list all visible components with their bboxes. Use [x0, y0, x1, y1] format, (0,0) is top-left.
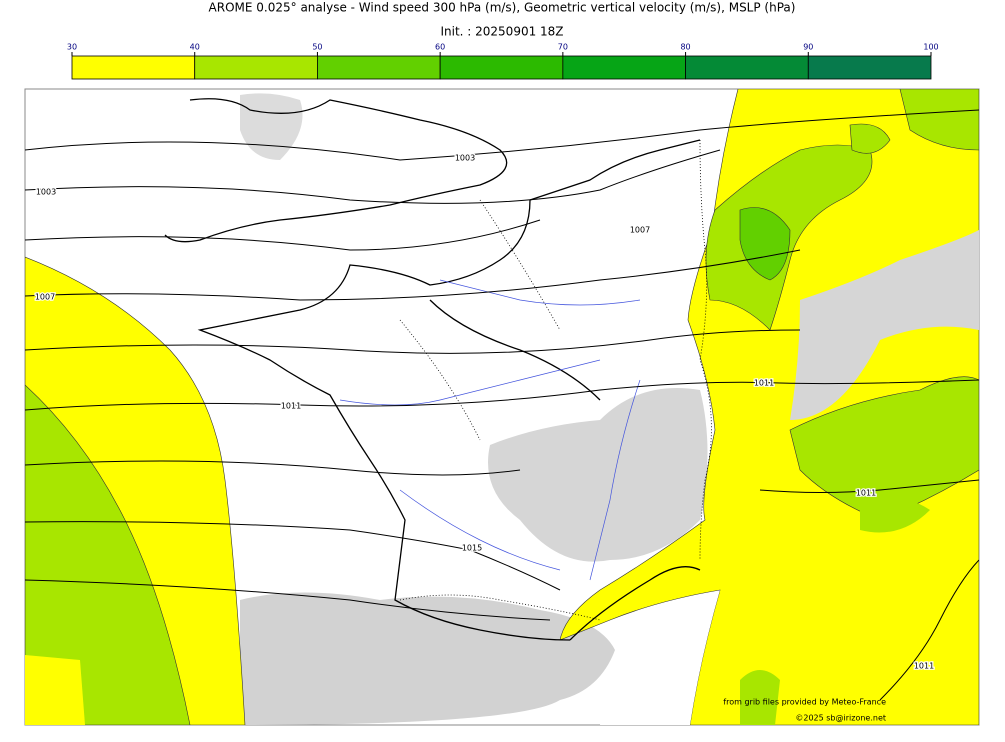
- isobar: [879, 559, 979, 701]
- isobar: [25, 379, 979, 411]
- wind-area: [559, 89, 979, 725]
- colorbar-segment: [71, 55, 196, 80]
- wind-area: [25, 655, 85, 725]
- border: [399, 594, 601, 621]
- colorbar-segment: [439, 55, 564, 80]
- coastline: [529, 139, 701, 201]
- wind-area: [740, 670, 780, 725]
- colorbar-segment: [685, 55, 809, 80]
- subtitle: Init. : 20250901 18Z: [440, 25, 563, 39]
- colorbar-segment: [807, 55, 932, 80]
- colorbar-segment: [317, 55, 441, 80]
- isobar-label: 1011: [754, 379, 774, 388]
- gray-area: [790, 230, 979, 420]
- isobar-label: 1007: [630, 226, 650, 235]
- isobar: [25, 109, 979, 161]
- wind-area: [739, 207, 791, 281]
- isobar: [25, 249, 801, 301]
- river: [339, 359, 601, 406]
- isobar: [25, 329, 801, 354]
- isobar-label: 1015: [462, 544, 482, 553]
- isobar: [25, 219, 541, 251]
- colorbar-tick-label: 90: [803, 43, 813, 52]
- colorbar-tick-label: 60: [435, 43, 445, 52]
- isobar: [759, 479, 979, 493]
- coastline: [569, 566, 701, 641]
- credit-copyright: ©2025 sb@irizone.net: [795, 714, 886, 723]
- isobar: [25, 521, 561, 591]
- coastline: [164, 98, 508, 243]
- gray-area: [240, 592, 615, 725]
- isobar-label: 1007: [35, 293, 55, 302]
- wind-area: [789, 376, 979, 521]
- colorbar-tick-label: 80: [680, 43, 690, 52]
- colorbar-segment: [194, 55, 318, 80]
- isobar: [25, 460, 521, 476]
- credit-source: from grib files provided by Meteo-France: [723, 698, 886, 707]
- river: [589, 379, 641, 581]
- title: AROME 0.025° analyse - Wind speed 300 hP…: [209, 1, 796, 15]
- gray-area: [488, 388, 708, 562]
- isobar-label: 1011: [281, 402, 301, 411]
- isobar-label: 1011: [856, 489, 876, 498]
- colorbar-tick-label: 70: [558, 43, 568, 52]
- wind-area: [860, 496, 930, 533]
- wind-area: [25, 384, 191, 725]
- no-data-area: [600, 590, 720, 725]
- coastline: [429, 299, 601, 401]
- isobar-label: 1003: [455, 154, 475, 163]
- colorbar-tick-label: 100: [923, 43, 938, 52]
- colorbar: 30 40 50 60 70 80 90 100: [67, 43, 939, 80]
- colorbar-tick-label: 50: [312, 43, 322, 52]
- isobar: [25, 579, 551, 621]
- colorbar-segment: [562, 55, 686, 80]
- colorbar-tick-label: 40: [190, 43, 200, 52]
- river: [399, 489, 561, 571]
- isobar-label: 1003: [36, 188, 56, 197]
- colorbar-tick-label: 30: [67, 43, 77, 52]
- isobar-label: 1011: [914, 662, 934, 671]
- border: [399, 199, 561, 441]
- wind-area: [899, 89, 979, 151]
- isobar: [25, 149, 721, 204]
- wind-area: [849, 123, 891, 154]
- gray-area: [240, 93, 303, 160]
- coastline: [197, 199, 571, 641]
- river: [439, 279, 641, 306]
- map: 1003 1003 1007 1011 1011 1011 1015 1011 1007 fro…: [24, 88, 980, 726]
